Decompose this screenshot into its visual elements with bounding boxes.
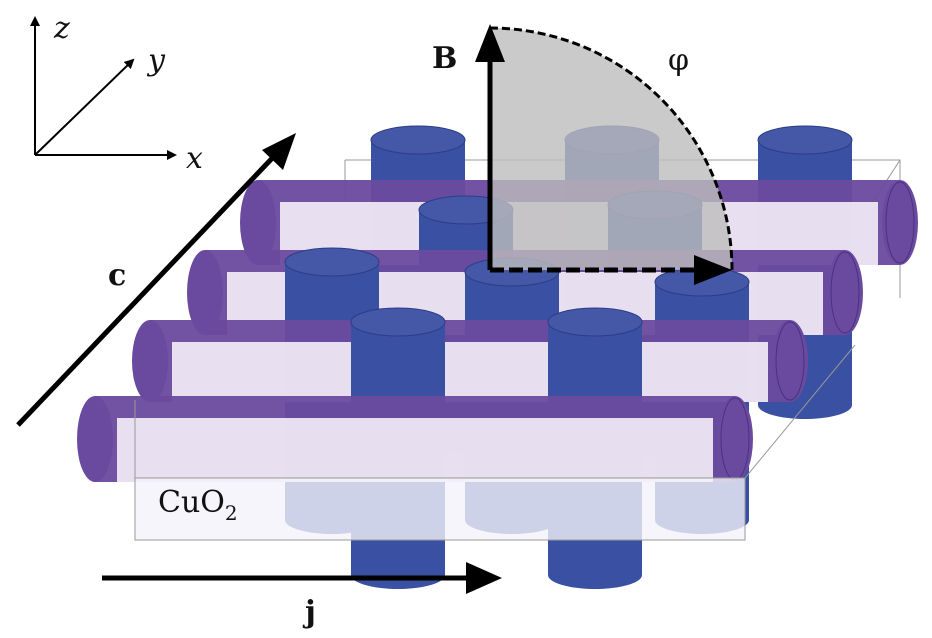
cylinder-top <box>370 125 466 155</box>
tube-body <box>117 418 713 482</box>
tube-start-cap <box>240 180 276 265</box>
tube-end-rim <box>775 321 805 401</box>
angle-arc-dashed <box>489 26 734 271</box>
tube-body <box>172 342 768 402</box>
b-label: B <box>432 41 457 76</box>
cylinder-top <box>284 247 380 277</box>
cuo2-label: CuO2 <box>158 485 238 525</box>
current-arrowhead <box>466 562 502 594</box>
cuo2-layer-box <box>134 477 746 541</box>
tube-start-cap <box>77 396 113 482</box>
cell-outline-front <box>134 344 856 479</box>
b-field-arrowhead <box>475 24 505 62</box>
j-label: j <box>302 595 316 630</box>
tube-end-rim <box>885 181 915 264</box>
y-axis <box>34 58 135 156</box>
c-label: c <box>108 258 126 293</box>
cuo2-subscript: 2 <box>225 501 238 525</box>
phi-label: φ <box>668 43 689 78</box>
y-label: y <box>146 43 166 78</box>
b-rotated-arrowhead <box>694 255 732 285</box>
cuo2-main: CuO <box>158 485 225 520</box>
cylinder-top <box>547 307 643 337</box>
angle-sector <box>490 28 732 270</box>
z-label: z <box>53 11 70 46</box>
x-label: x <box>186 141 203 176</box>
c-axis-arrowhead <box>262 133 296 170</box>
horizontal-tube <box>132 320 808 402</box>
tube-start-cap <box>132 320 168 402</box>
tube-start-cap <box>187 250 223 335</box>
cylinder-top <box>757 125 853 155</box>
c-axis-arrow <box>16 148 282 427</box>
horizontal-tube <box>77 396 753 482</box>
cylinder-top <box>350 307 446 337</box>
tube-end-rim <box>830 251 860 334</box>
annotations: z y x c j B φ CuO2 <box>16 11 734 630</box>
